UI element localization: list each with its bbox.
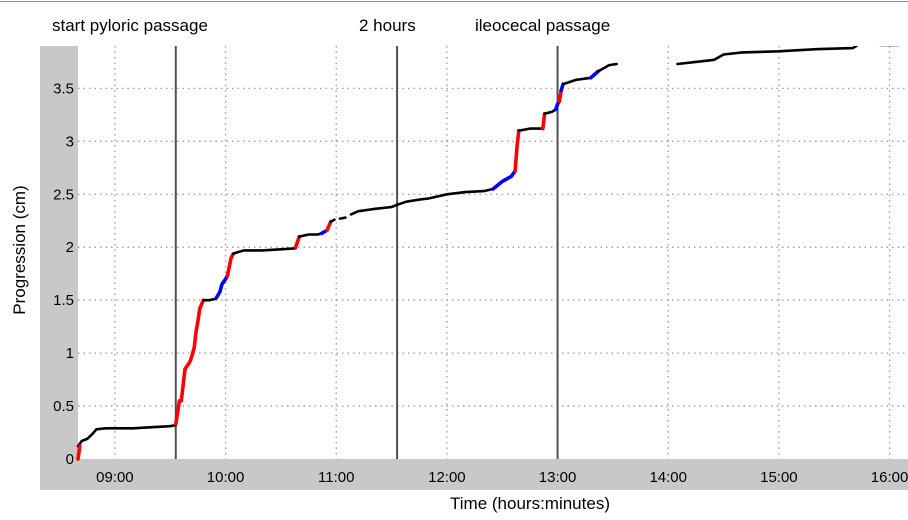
series-line-red — [325, 220, 333, 233]
series-line-red — [293, 234, 302, 249]
x-tick-label: 12:00 — [428, 469, 466, 486]
series-line-black — [395, 187, 495, 207]
x-tick-label: 09:00 — [96, 469, 134, 486]
x-tick-label: 10:00 — [207, 469, 245, 486]
y-tick-label: 1.5 — [53, 292, 74, 309]
annotation-ileocecal-passage: ileocecal passage — [475, 16, 611, 35]
x-axis-ticks: 09:00 10:00 11:00 12:00 13:00 14:00 15:00 16:00 — [96, 469, 908, 486]
x-tick-label: 11:00 — [318, 469, 354, 486]
annotation-2-hours: 2 hours — [359, 16, 416, 35]
series-line-black — [76, 423, 178, 448]
x-axis-label: Time (hours:minutes) — [450, 494, 610, 513]
x-tick-label: 14:00 — [649, 469, 687, 486]
series-group — [76, 46, 900, 461]
series-line-blue — [214, 274, 230, 300]
series-line-black — [596, 62, 618, 73]
series-line-blue — [491, 169, 517, 191]
event-lines — [174, 46, 559, 459]
y-tick-label: 2 — [66, 239, 74, 256]
series-line-red — [174, 298, 206, 426]
top-rule — [0, 1, 908, 2]
series-line-black — [297, 232, 323, 238]
progression-chart: 09:00 10:00 11:00 12:00 13:00 14:00 15:00 16:00… — [53, 46, 908, 486]
series-line-red — [540, 112, 547, 131]
y-tick-label: 2.5 — [53, 186, 74, 203]
series-line-black — [676, 46, 858, 66]
y-axis-label: Progression (cm) — [10, 185, 29, 315]
series-line-black — [349, 203, 399, 216]
y-tick-label: 1 — [66, 345, 74, 362]
series-line-black — [338, 216, 347, 220]
y-axis-ticks: 0 0.5 1 1.5 2 2.5 3 3.5 — [53, 80, 74, 468]
series-line-black — [231, 247, 297, 255]
series-line-black — [517, 127, 545, 132]
x-tick-label: 16:00 — [871, 469, 908, 486]
x-tick-label: 13:00 — [539, 469, 577, 486]
grid — [78, 46, 908, 459]
series-line-red — [76, 444, 82, 461]
y-tick-label: 3.5 — [53, 80, 74, 97]
y-tick-label: 0.5 — [53, 398, 74, 415]
y-tick-label: 0 — [66, 451, 74, 468]
series-line-red — [225, 252, 235, 278]
plot-area — [78, 46, 908, 459]
series-line-black — [561, 76, 593, 86]
x-tick-label: 15:00 — [760, 469, 798, 486]
series-line-black — [329, 218, 336, 224]
series-line-red — [513, 128, 521, 173]
series-line-blue — [588, 69, 600, 80]
chart-frame: 09:00 10:00 11:00 12:00 13:00 14:00 15:00 16:00… — [40, 46, 908, 490]
y-tick-label: 3 — [66, 133, 74, 150]
annotation-start-pyloric-passage: start pyloric passage — [52, 16, 208, 35]
